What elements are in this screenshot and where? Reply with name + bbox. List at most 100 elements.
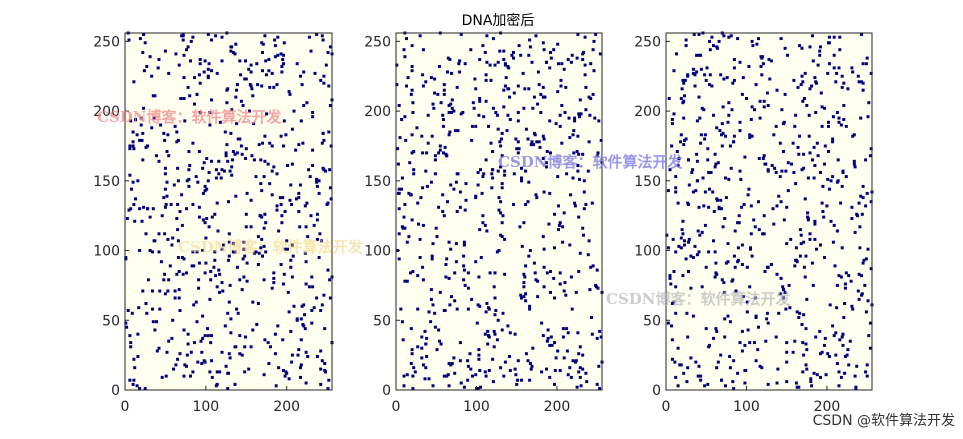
scatter-point — [581, 58, 585, 61]
scatter-point — [175, 217, 179, 220]
scatter-point — [151, 207, 155, 211]
scatter-point — [472, 106, 476, 110]
scatter-point — [714, 162, 718, 166]
scatter-point — [732, 66, 736, 70]
scatter-point — [249, 198, 253, 202]
scatter-point — [328, 45, 332, 49]
scatter-point — [435, 235, 439, 239]
scatter-point — [321, 131, 325, 135]
scatter-point — [320, 359, 324, 363]
scatter-point — [282, 144, 285, 148]
scatter-point — [304, 282, 308, 286]
scatter-point — [851, 307, 855, 311]
scatter-point — [522, 285, 526, 289]
scatter-point — [764, 339, 768, 343]
scatter-point — [823, 256, 826, 259]
scatter-point — [260, 84, 264, 88]
scatter-point — [687, 237, 691, 241]
scatter-point — [272, 271, 276, 275]
scatter-point — [702, 108, 706, 112]
scatter-points — [665, 31, 874, 391]
scatter-point — [139, 116, 143, 120]
scatter-point — [668, 274, 672, 278]
scatter-point — [694, 360, 698, 364]
scatter-point — [327, 378, 331, 382]
scatter-point — [536, 279, 540, 283]
scatter-point — [805, 367, 809, 371]
scatter-point — [191, 250, 195, 254]
scatter-point — [433, 77, 437, 81]
scatter-point — [266, 341, 270, 345]
scatter-point — [531, 106, 535, 110]
scatter-point — [526, 359, 530, 363]
scatter-point — [719, 353, 723, 357]
scatter-point — [277, 229, 281, 233]
scatter-point — [261, 141, 264, 145]
scatter-point — [732, 359, 736, 363]
scatter-point — [262, 373, 266, 377]
scatter-point — [286, 164, 289, 167]
scatter-point — [802, 97, 806, 100]
scatter-point — [202, 359, 206, 363]
scatter-point — [686, 366, 690, 370]
scatter-point — [743, 155, 747, 159]
scatter-point — [732, 58, 736, 61]
scatter-point — [715, 126, 719, 130]
scatter-point — [217, 159, 221, 163]
scatter-point — [758, 116, 762, 120]
scatter-point — [562, 211, 566, 215]
scatter-point — [215, 285, 219, 289]
scatter-point — [820, 124, 824, 128]
scatter-point — [226, 159, 230, 163]
scatter-point — [541, 41, 545, 45]
scatter-point — [424, 80, 428, 84]
scatter-point — [691, 256, 695, 259]
scatter-point — [863, 283, 867, 287]
scatter-point — [206, 179, 210, 183]
scatter-point — [561, 240, 565, 244]
scatter-point — [290, 353, 294, 357]
scatter-point — [669, 282, 673, 286]
scatter-point — [539, 92, 543, 96]
scatter-point — [684, 257, 688, 261]
scatter-point — [249, 345, 253, 349]
scatter-point — [853, 374, 857, 378]
scatter-point — [166, 289, 170, 293]
scatter-point — [176, 138, 180, 142]
scatter-point — [131, 180, 135, 184]
scatter-point — [453, 371, 457, 375]
scatter-point — [528, 38, 532, 42]
scatter-point — [810, 84, 814, 88]
scatter-point — [207, 62, 211, 66]
scatter-point — [215, 370, 219, 374]
scatter-point — [782, 218, 786, 222]
scatter-point — [289, 265, 293, 269]
scatter-point — [589, 265, 593, 269]
scatter-point — [810, 384, 814, 388]
watermark-text-red: CSDN博客：软件算法开发 — [97, 108, 282, 126]
scatter-point — [482, 172, 486, 176]
scatter-point — [215, 382, 219, 386]
scatter-point — [320, 141, 324, 145]
scatter-point — [496, 127, 500, 131]
scatter-point — [785, 242, 789, 246]
scatter-point — [797, 385, 801, 389]
scatter-point — [229, 331, 233, 335]
scatter-point — [261, 69, 264, 73]
scatter-point — [706, 382, 710, 386]
watermark-layer: CSDN博客：软件算法开发 CSDN博客：软件算法开发 CSDN博客：软件算法开… — [97, 108, 791, 308]
scatter-point — [220, 59, 224, 63]
scatter-point — [736, 246, 740, 250]
scatter-point — [299, 363, 303, 367]
scatter-point — [721, 225, 725, 229]
scatter-point — [450, 106, 454, 110]
scatter-point — [578, 98, 582, 102]
scatter-point — [203, 184, 207, 188]
scatter-point — [850, 217, 854, 220]
scatter-point — [528, 307, 532, 311]
scatter-point — [200, 362, 204, 365]
scatter-point — [142, 32, 146, 36]
scatter-point — [152, 239, 156, 243]
scatter-point — [250, 87, 254, 91]
scatter-point — [682, 371, 686, 375]
